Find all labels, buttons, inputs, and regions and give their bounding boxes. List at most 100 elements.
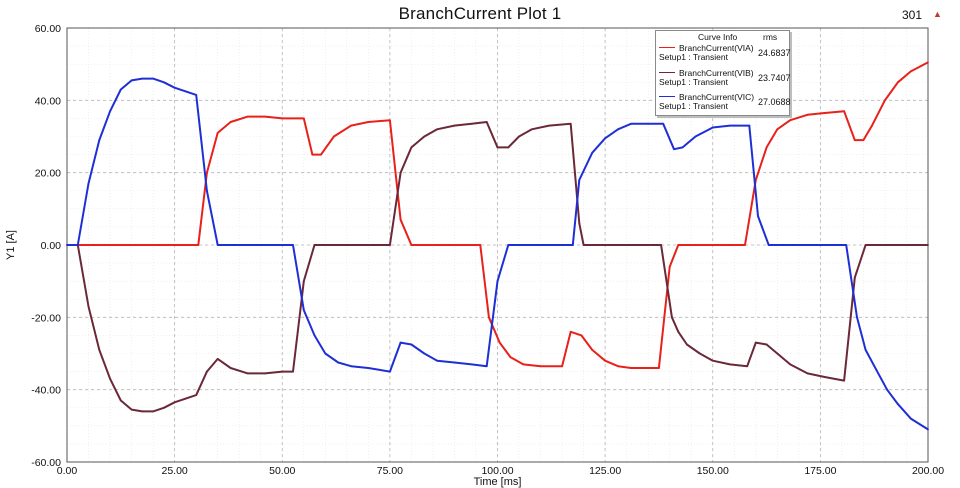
y-tick-label: -20.00 — [31, 312, 61, 324]
y-tick-label: -40.00 — [31, 385, 61, 397]
data-point — [630, 122, 632, 125]
series-branchcurrent-via[interactable] — [66, 61, 929, 369]
data-point — [744, 244, 746, 246]
data-point — [561, 365, 563, 368]
legend-entry-vib[interactable]: BranchCurrent(VIB) Setup1 : Transient 23… — [656, 68, 791, 92]
legend-swatch — [659, 96, 675, 97]
data-point — [757, 215, 759, 217]
data-point — [302, 280, 305, 283]
data-point — [496, 280, 499, 283]
data-point — [206, 370, 208, 373]
data-point — [591, 348, 594, 351]
data-point — [507, 244, 510, 246]
data-point — [421, 244, 424, 246]
data-point — [388, 370, 391, 373]
data-point — [806, 372, 809, 375]
data-point — [896, 81, 899, 84]
data-point — [281, 117, 284, 120]
data-point — [617, 128, 619, 131]
data-point — [746, 365, 749, 368]
data-point — [651, 244, 654, 246]
data-point — [333, 135, 335, 138]
data-point — [509, 356, 512, 359]
x-tick-label: 0.00 — [57, 465, 78, 477]
legend-header: Curve Info rms — [656, 32, 789, 42]
chart-title: BranchCurrent Plot 1 — [398, 4, 562, 23]
x-tick-label: 100.00 — [481, 465, 513, 477]
data-point — [845, 244, 848, 246]
legend-entry-vic[interactable]: BranchCurrent(VIC) Setup1 : Transient 27… — [656, 92, 791, 116]
data-point — [927, 428, 929, 431]
triangle-up-icon[interactable]: ▲ — [933, 9, 942, 19]
series-branchcurrent-vic[interactable] — [66, 77, 929, 431]
data-point — [399, 341, 402, 344]
data-point — [216, 244, 219, 246]
data-point — [313, 244, 316, 246]
data-point — [660, 244, 662, 246]
data-point — [423, 135, 426, 138]
data-point — [548, 124, 551, 127]
data-point — [765, 146, 768, 149]
data-point — [864, 348, 867, 351]
data-point — [823, 376, 826, 378]
data-point — [87, 182, 90, 185]
x-tick-label: 200.00 — [912, 465, 944, 477]
y-tick-label: 0.00 — [41, 240, 62, 252]
data-point — [246, 372, 249, 375]
data-point — [388, 244, 391, 246]
data-point — [152, 410, 155, 413]
data-point — [578, 222, 581, 225]
data-point — [98, 348, 101, 351]
series-branchcurrent-vib[interactable] — [66, 121, 929, 413]
data-point — [216, 131, 219, 134]
plot-count-badge: 301 — [902, 8, 923, 22]
data-point — [927, 244, 929, 246]
data-point — [479, 244, 482, 246]
x-tick-label: 175.00 — [804, 465, 836, 477]
data-point — [909, 70, 912, 73]
data-point — [507, 146, 510, 149]
data-point — [862, 139, 865, 142]
legend-entry-setup: Setup1 : Transient — [659, 101, 728, 111]
legend-entry-setup: Setup1 : Transient — [659, 52, 728, 62]
data-point — [184, 397, 187, 400]
data-point — [569, 330, 572, 333]
data-point — [399, 171, 402, 174]
x-tick-label: 50.00 — [269, 465, 295, 477]
data-point — [864, 244, 867, 246]
data-point — [162, 406, 165, 409]
data-point — [776, 352, 779, 355]
series-line[interactable] — [67, 61, 929, 369]
y-tick-label: 60.00 — [35, 23, 61, 35]
legend-entry-rms: 27.0688 — [758, 97, 791, 107]
data-point — [66, 244, 68, 246]
data-point — [109, 377, 111, 380]
data-point — [617, 365, 619, 368]
data-point — [853, 276, 856, 279]
y-axis-label: Y1 [A] — [5, 230, 17, 260]
data-point — [487, 316, 490, 319]
legend-swatch — [659, 47, 675, 48]
data-point — [141, 77, 144, 80]
data-point — [662, 122, 665, 125]
data-point — [109, 110, 111, 113]
data-point — [206, 171, 208, 174]
data-point — [498, 341, 501, 344]
data-point — [313, 334, 316, 337]
data-point — [152, 77, 155, 80]
data-point — [399, 218, 402, 221]
data-point — [843, 379, 845, 382]
data-point — [539, 365, 542, 368]
legend[interactable]: Curve Info rms BranchCurrent(VIA) Setup1… — [655, 30, 791, 116]
data-point — [410, 244, 413, 246]
data-point — [522, 363, 525, 366]
data-point — [789, 119, 792, 122]
data-point — [141, 410, 144, 413]
data-point — [302, 309, 305, 311]
legend-entry-via[interactable]: BranchCurrent(VIA) Setup1 : Transient 24… — [656, 43, 791, 67]
data-point — [292, 244, 294, 246]
data-point — [292, 370, 294, 373]
data-point — [686, 343, 688, 346]
data-point — [711, 126, 714, 129]
